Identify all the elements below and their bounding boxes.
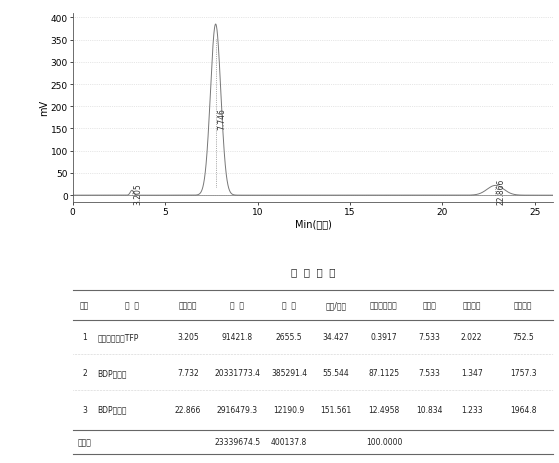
Text: 组  份: 组 份 bbox=[125, 301, 139, 310]
Text: 752.5: 752.5 bbox=[513, 332, 534, 341]
Text: 3: 3 bbox=[82, 405, 87, 414]
Text: 2916479.3: 2916479.3 bbox=[217, 405, 258, 414]
X-axis label: Min(分钟): Min(分钟) bbox=[295, 219, 331, 229]
Text: 2: 2 bbox=[82, 368, 87, 377]
Text: 91421.8: 91421.8 bbox=[222, 332, 253, 341]
Text: BDP单聚体: BDP单聚体 bbox=[98, 368, 127, 377]
Text: 理论塔板: 理论塔板 bbox=[514, 301, 533, 310]
Text: 20331773.4: 20331773.4 bbox=[214, 368, 260, 377]
Text: 0.3917: 0.3917 bbox=[371, 332, 397, 341]
Text: 1964.8: 1964.8 bbox=[510, 405, 537, 414]
Text: 7.746: 7.746 bbox=[217, 108, 226, 130]
Text: 拖尾因子: 拖尾因子 bbox=[462, 301, 481, 310]
Text: 151.561: 151.561 bbox=[320, 405, 352, 414]
Text: 12190.9: 12190.9 bbox=[273, 405, 305, 414]
Text: 34.427: 34.427 bbox=[323, 332, 349, 341]
Text: 面  积: 面 积 bbox=[230, 301, 244, 310]
Text: 面积百分含量: 面积百分含量 bbox=[370, 301, 398, 310]
Text: 分  析  结  果: 分 析 结 果 bbox=[291, 266, 335, 276]
Text: 7.533: 7.533 bbox=[419, 368, 440, 377]
Text: 保留时间: 保留时间 bbox=[179, 301, 197, 310]
Text: 1.347: 1.347 bbox=[461, 368, 482, 377]
Text: 1757.3: 1757.3 bbox=[510, 368, 537, 377]
Text: 2.022: 2.022 bbox=[461, 332, 482, 341]
Text: 面积/高度: 面积/高度 bbox=[325, 301, 347, 310]
Text: 1.233: 1.233 bbox=[461, 405, 482, 414]
Text: 22.866: 22.866 bbox=[175, 405, 201, 414]
Text: 2655.5: 2655.5 bbox=[276, 332, 302, 341]
Text: BDP二聚体: BDP二聚体 bbox=[98, 405, 127, 414]
Text: 峰号: 峰号 bbox=[80, 301, 89, 310]
Text: 分离度: 分离度 bbox=[423, 301, 437, 310]
Text: 高  度: 高 度 bbox=[282, 301, 296, 310]
Text: 385291.4: 385291.4 bbox=[271, 368, 307, 377]
Text: 400137.8: 400137.8 bbox=[271, 438, 307, 446]
Text: 12.4958: 12.4958 bbox=[368, 405, 400, 414]
Text: 87.1125: 87.1125 bbox=[368, 368, 400, 377]
Text: 三苯基磷酸酯TFP: 三苯基磷酸酯TFP bbox=[98, 332, 139, 341]
Text: 10.834: 10.834 bbox=[416, 405, 443, 414]
Text: 7.732: 7.732 bbox=[177, 368, 199, 377]
Text: 3.205: 3.205 bbox=[177, 332, 199, 341]
Text: 23339674.5: 23339674.5 bbox=[214, 438, 260, 446]
Text: 合计：: 合计： bbox=[78, 438, 91, 446]
Text: 1: 1 bbox=[82, 332, 87, 341]
Text: 100.0000: 100.0000 bbox=[366, 438, 402, 446]
Text: 7.533: 7.533 bbox=[419, 332, 440, 341]
Y-axis label: mV: mV bbox=[39, 100, 49, 116]
Text: 3.205: 3.205 bbox=[134, 183, 143, 204]
Text: 55.544: 55.544 bbox=[323, 368, 349, 377]
Text: 22.866: 22.866 bbox=[497, 178, 506, 205]
